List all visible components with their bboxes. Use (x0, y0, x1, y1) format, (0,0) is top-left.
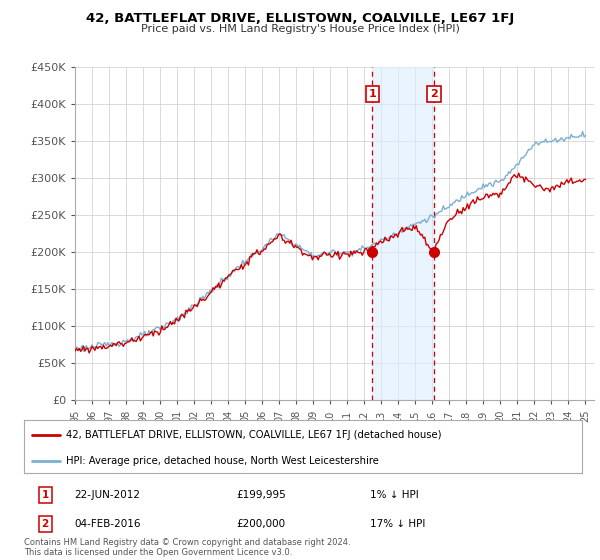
Text: £200,000: £200,000 (236, 519, 285, 529)
Text: 17% ↓ HPI: 17% ↓ HPI (370, 519, 425, 529)
Text: 2: 2 (41, 519, 49, 529)
Bar (372, 67, 434, 400)
Text: 22-JUN-2012: 22-JUN-2012 (74, 489, 140, 500)
Text: £199,995: £199,995 (236, 489, 286, 500)
Text: 42, BATTLEFLAT DRIVE, ELLISTOWN, COALVILLE, LE67 1FJ: 42, BATTLEFLAT DRIVE, ELLISTOWN, COALVIL… (86, 12, 514, 25)
Text: 1: 1 (368, 89, 376, 99)
Text: 42, BATTLEFLAT DRIVE, ELLISTOWN, COALVILLE, LE67 1FJ (detached house): 42, BATTLEFLAT DRIVE, ELLISTOWN, COALVIL… (66, 430, 442, 440)
Text: 2: 2 (430, 89, 438, 99)
Text: Contains HM Land Registry data © Crown copyright and database right 2024.
This d: Contains HM Land Registry data © Crown c… (24, 538, 350, 557)
Text: 1: 1 (41, 489, 49, 500)
Text: 04-FEB-2016: 04-FEB-2016 (74, 519, 141, 529)
Text: 1% ↓ HPI: 1% ↓ HPI (370, 489, 419, 500)
Text: Price paid vs. HM Land Registry's House Price Index (HPI): Price paid vs. HM Land Registry's House … (140, 24, 460, 34)
Text: HPI: Average price, detached house, North West Leicestershire: HPI: Average price, detached house, Nort… (66, 456, 379, 466)
